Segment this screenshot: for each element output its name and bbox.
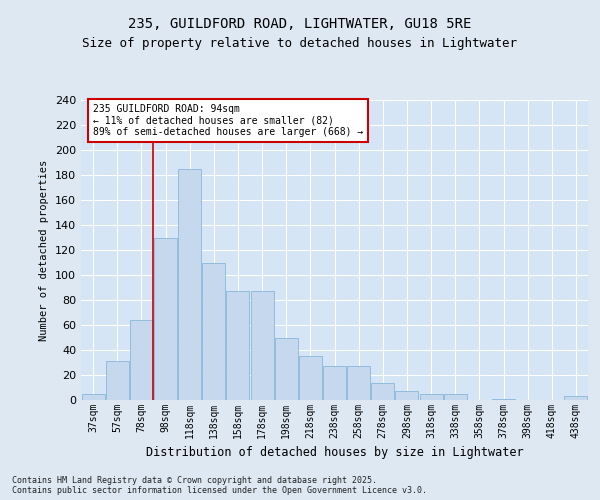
Text: 235 GUILDFORD ROAD: 94sqm
← 11% of detached houses are smaller (82)
89% of semi-: 235 GUILDFORD ROAD: 94sqm ← 11% of detac… — [93, 104, 364, 137]
Bar — [275, 338, 298, 400]
Bar — [106, 361, 128, 400]
Bar — [323, 366, 346, 400]
Text: Contains HM Land Registry data © Crown copyright and database right 2025.
Contai: Contains HM Land Registry data © Crown c… — [12, 476, 427, 495]
Bar — [130, 320, 153, 400]
Bar — [492, 399, 515, 400]
Bar — [202, 262, 225, 400]
Bar — [395, 391, 418, 400]
X-axis label: Distribution of detached houses by size in Lightwater: Distribution of detached houses by size … — [146, 446, 523, 460]
Text: 235, GUILDFORD ROAD, LIGHTWATER, GU18 5RE: 235, GUILDFORD ROAD, LIGHTWATER, GU18 5R… — [128, 18, 472, 32]
Bar — [178, 169, 201, 400]
Bar — [299, 356, 322, 400]
Bar — [226, 291, 250, 400]
Bar — [251, 291, 274, 400]
Bar — [347, 366, 370, 400]
Bar — [565, 396, 587, 400]
Y-axis label: Number of detached properties: Number of detached properties — [40, 160, 49, 340]
Bar — [419, 394, 443, 400]
Bar — [82, 394, 104, 400]
Text: Size of property relative to detached houses in Lightwater: Size of property relative to detached ho… — [83, 38, 517, 51]
Bar — [154, 238, 177, 400]
Bar — [444, 394, 467, 400]
Bar — [371, 382, 394, 400]
